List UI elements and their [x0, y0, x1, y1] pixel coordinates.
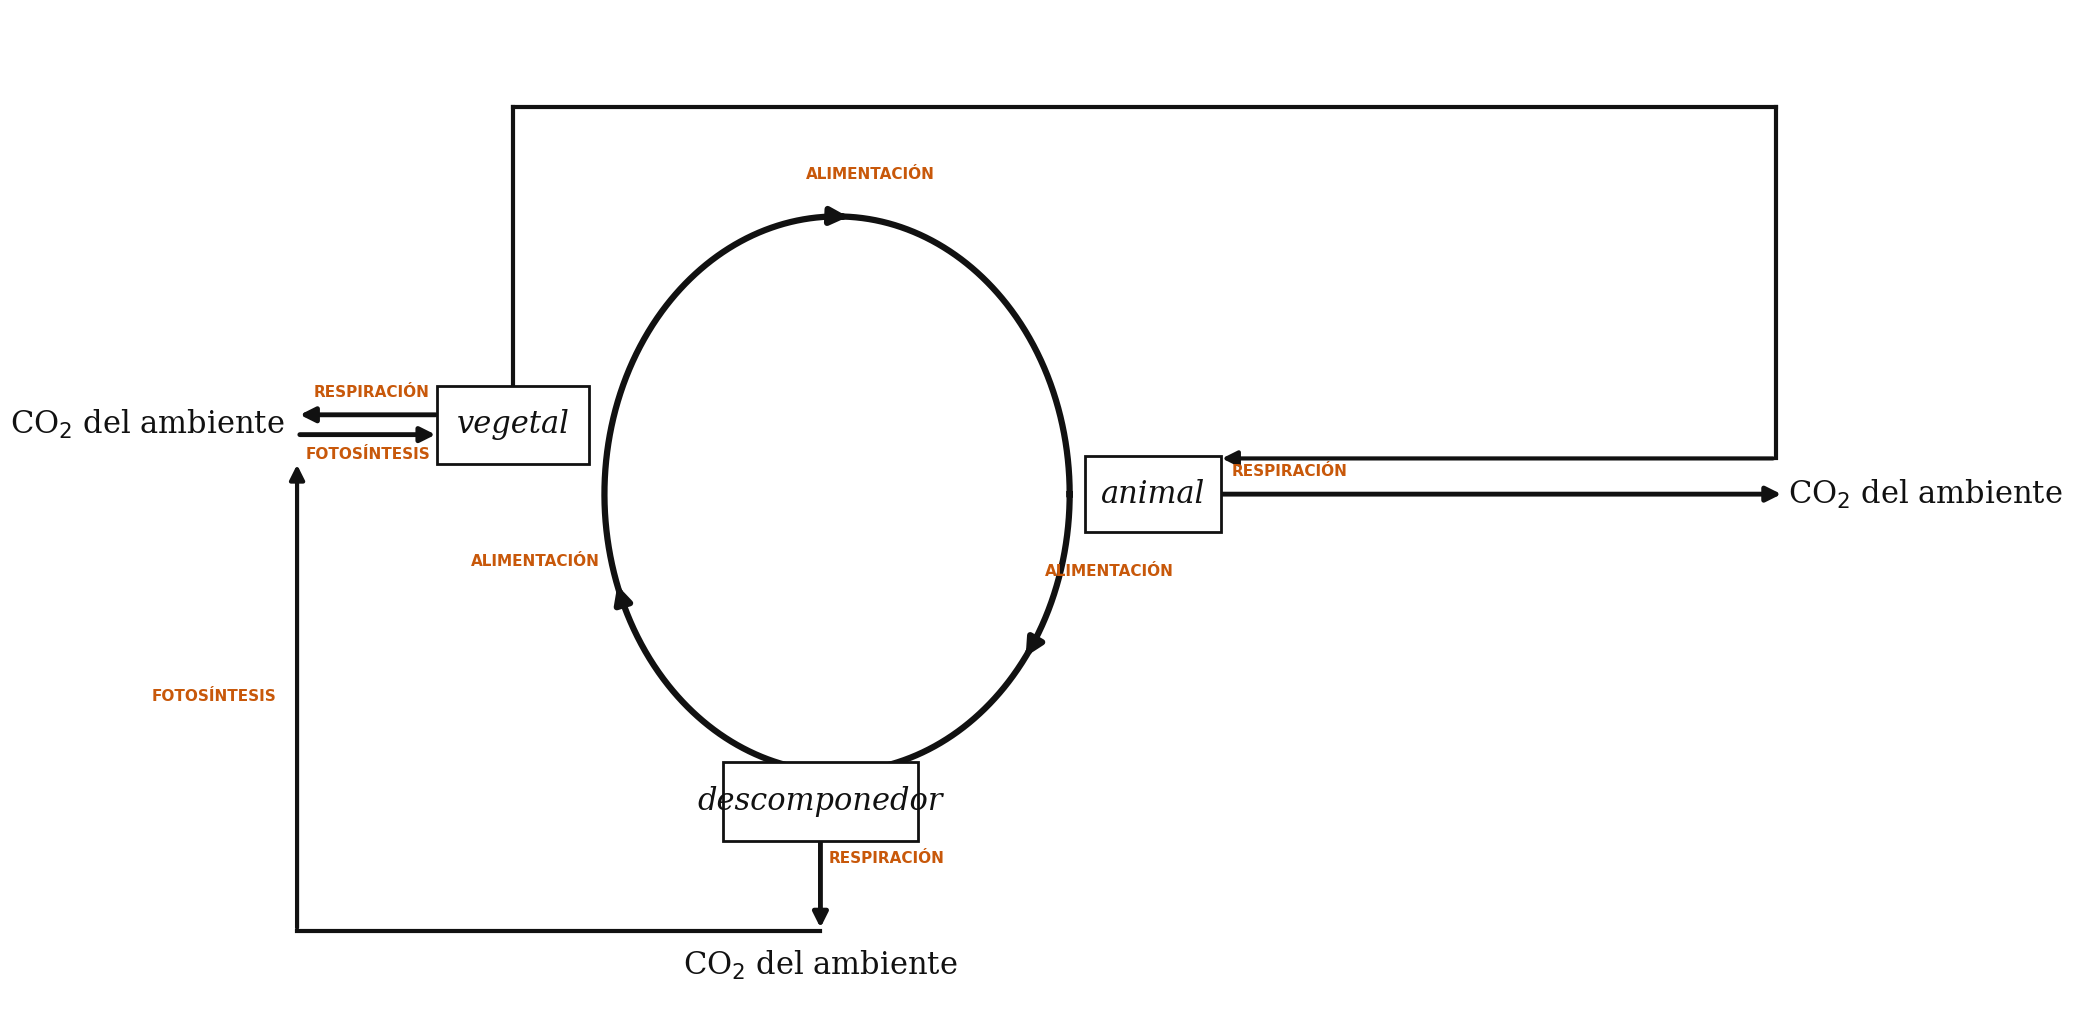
Text: CO$_2$ del ambiente: CO$_2$ del ambiente — [1787, 477, 2064, 511]
Text: ALIMENTACIÓN: ALIMENTACIÓN — [1044, 563, 1173, 579]
Text: RESPIRACIÓN: RESPIRACIÓN — [1231, 464, 1347, 479]
Text: RESPIRACIÓN: RESPIRACIÓN — [313, 385, 430, 400]
Text: ALIMENTACIÓN: ALIMENTACIÓN — [471, 554, 600, 568]
Text: FOTOSÍNTESIS: FOTOSÍNTESIS — [305, 446, 430, 462]
Text: CO$_2$ del ambiente: CO$_2$ del ambiente — [683, 948, 957, 982]
Text: animal: animal — [1100, 478, 1204, 510]
Text: CO$_2$ del ambiente: CO$_2$ del ambiente — [10, 409, 284, 441]
FancyBboxPatch shape — [1084, 457, 1221, 531]
Text: descomponedor: descomponedor — [698, 786, 943, 817]
Text: vegetal: vegetal — [457, 410, 569, 440]
Text: RESPIRACIÓN: RESPIRACIÓN — [828, 851, 945, 865]
FancyBboxPatch shape — [436, 386, 590, 464]
Text: FOTOSÍNTESIS: FOTOSÍNTESIS — [152, 689, 276, 703]
Text: ALIMENTACIÓN: ALIMENTACIÓN — [805, 167, 934, 181]
FancyBboxPatch shape — [722, 763, 918, 841]
